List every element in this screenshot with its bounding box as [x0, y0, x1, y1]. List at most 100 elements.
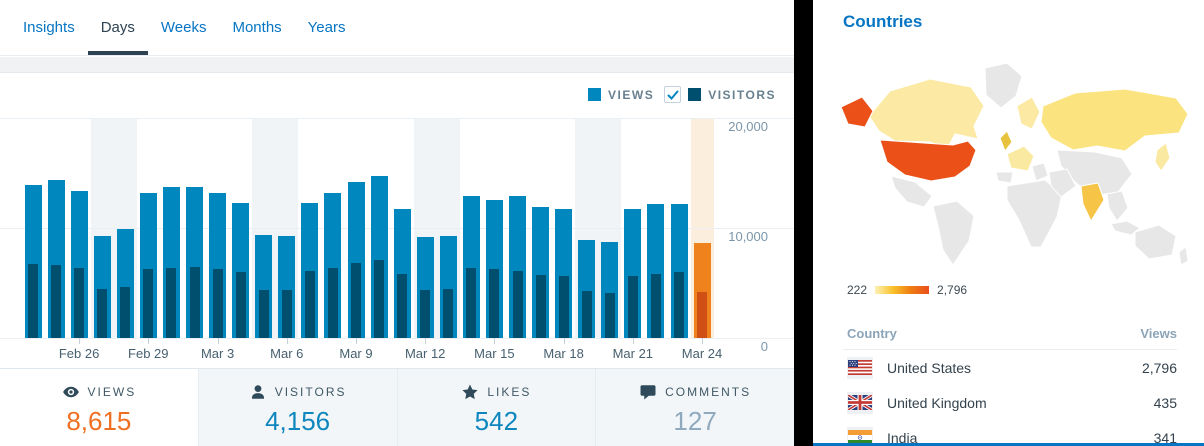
map-region-south-america[interactable] [932, 200, 975, 266]
summary-value: 8,615 [66, 405, 132, 436]
visitors-bar-Mar-22[interactable] [650, 274, 661, 338]
visitors-bar-Feb-24[interactable] [28, 264, 38, 338]
summary-tab-visitors[interactable]: VISITORS 4,156 [198, 369, 398, 446]
map-region-southeast-asia[interactable] [1106, 190, 1129, 222]
visitors-bar-Mar-13[interactable] [443, 288, 454, 338]
map-region-united-kingdom[interactable] [999, 130, 1013, 153]
map-region-new-zealand[interactable] [1178, 246, 1189, 266]
visitors-bar-Mar-5[interactable] [258, 289, 269, 338]
map-region-middle-east[interactable] [1048, 168, 1077, 198]
country-column-header: Country [847, 326, 897, 341]
map-region-india[interactable] [1080, 182, 1105, 223]
map-region-scandinavia[interactable] [1016, 96, 1041, 130]
visitors-checkbox[interactable] [664, 86, 682, 103]
legend-views: VIEWS [588, 88, 654, 102]
visitors-bar-Feb-29[interactable] [143, 268, 154, 338]
summary-tab-comments[interactable]: COMMENTS 127 [596, 369, 794, 446]
x-axis-tick [148, 338, 150, 344]
views-visitors-chart: 20,000 10,000 0 Feb 26 Feb 29 Mar 3 Mar 6 Mar 9… [0, 74, 794, 368]
traffic-panel: Insights Days Weeks Months Years 20,000 1… [0, 0, 794, 446]
tab-months[interactable]: Months [232, 19, 282, 36]
map-region-alaska[interactable] [840, 96, 874, 128]
map-region-japan[interactable] [1154, 142, 1171, 172]
visitors-bar-Mar-20[interactable] [604, 292, 615, 338]
period-tabs: Insights Days Weeks Months Years [0, 0, 794, 56]
visitors-bar-Mar-9[interactable] [351, 263, 361, 338]
visitors-bar-Mar-15[interactable] [489, 269, 500, 339]
views-legend-label: VIEWS [608, 87, 655, 102]
summary-tab-likes[interactable]: LIKES 542 [397, 369, 597, 446]
visitors-bar-Feb-25[interactable] [51, 265, 62, 338]
map-region-mexico[interactable] [890, 175, 933, 208]
summary-label: LIKES [487, 384, 532, 399]
summary-value: 4,156 [265, 405, 331, 436]
star-icon [462, 384, 478, 399]
x-axis-label: Mar 21 [612, 346, 654, 361]
visitors-bar-Mar-17[interactable] [535, 275, 546, 338]
summary-head: COMMENTS [639, 383, 751, 401]
summary-tab-views[interactable]: VIEWS 8,615 [0, 369, 199, 446]
summary-value: 542 [474, 405, 519, 436]
tab-years[interactable]: Years [307, 19, 346, 36]
visitors-bar-Mar-21[interactable] [627, 275, 638, 338]
chart-legend: VIEWS VISITORS [588, 86, 776, 103]
tab-insights[interactable]: Insights [23, 19, 75, 36]
world-map[interactable] [835, 52, 1195, 274]
visitors-bar-Mar-14[interactable] [466, 267, 477, 338]
x-axis-tick [217, 338, 219, 344]
map-region-canada[interactable] [868, 78, 985, 150]
map-region-united-states[interactable] [879, 139, 977, 182]
map-region-west-europe[interactable] [1006, 145, 1035, 172]
visitors-bar-Mar-16[interactable] [512, 270, 523, 338]
check-icon [667, 90, 679, 100]
map-region-greenland[interactable] [984, 62, 1023, 109]
visitors-bar-Mar-23[interactable] [674, 272, 684, 338]
visitors-bar-Mar-19[interactable] [581, 291, 592, 339]
country-row-united-states: United States 2,796 [843, 350, 1177, 385]
eye-icon [62, 386, 79, 397]
map-region-africa[interactable] [1006, 179, 1063, 248]
visitors-bar-Mar-24[interactable] [697, 292, 707, 338]
tab-days[interactable]: Days [87, 0, 149, 55]
summary-label: COMMENTS [665, 384, 752, 399]
scale-max: 2,796 [937, 283, 968, 297]
visitors-bar-Mar-4[interactable] [235, 272, 246, 338]
visitors-bar-Mar-8[interactable] [327, 267, 338, 338]
summary-head: VISITORS [249, 383, 347, 401]
x-axis-label: Mar 24 [681, 346, 723, 361]
map-region-iberia[interactable] [995, 171, 1014, 184]
visitors-bar-Feb-26[interactable] [74, 267, 85, 338]
flag-box [847, 356, 873, 379]
map-region-italy-balkans[interactable] [1031, 162, 1049, 182]
divider-strip [0, 57, 794, 73]
map-region-russia[interactable] [1040, 88, 1189, 152]
country-name: India [887, 429, 918, 446]
visitors-bar-Mar-12[interactable] [420, 290, 431, 338]
x-axis-tick [632, 338, 634, 344]
country-row-united-kingdom: United Kingdom 435 [843, 385, 1177, 420]
map-region-australia[interactable] [1134, 224, 1177, 260]
x-axis-label: Feb 29 [128, 346, 169, 361]
summary-label: VISITORS [274, 384, 347, 399]
visitors-bar-Feb-28[interactable] [120, 286, 131, 338]
visitors-bar-Mar-18[interactable] [558, 275, 569, 338]
chart-card: 20,000 10,000 0 Feb 26 Feb 29 Mar 3 Mar 6 Mar 9… [0, 74, 794, 368]
visitors-bar-Mar-6[interactable] [281, 289, 292, 338]
visitors-bar-Mar-10[interactable] [374, 259, 385, 338]
visitors-bar-Mar-1[interactable] [166, 267, 177, 338]
visitors-bar-Mar-2[interactable] [189, 267, 200, 338]
tab-weeks[interactable]: Weeks [160, 19, 207, 36]
visitors-bar-Mar-11[interactable] [397, 274, 408, 338]
visitors-bar-Feb-27[interactable] [97, 288, 108, 338]
visitors-bar-Mar-7[interactable] [304, 270, 315, 338]
countries-table: Country Views United States 2,796 United K… [843, 322, 1177, 446]
x-axis-label: Mar 15 [474, 346, 515, 361]
visitors-bar-Mar-3[interactable] [212, 268, 223, 338]
world-map-svg [840, 62, 1189, 266]
countries-title: Countries [843, 12, 923, 31]
x-axis-label: Feb 26 [58, 346, 100, 361]
x-axis-tick [563, 338, 565, 344]
countries-panel: Countries 222 2,796 Country Views United… [813, 0, 1204, 446]
gb-flag [848, 395, 872, 410]
